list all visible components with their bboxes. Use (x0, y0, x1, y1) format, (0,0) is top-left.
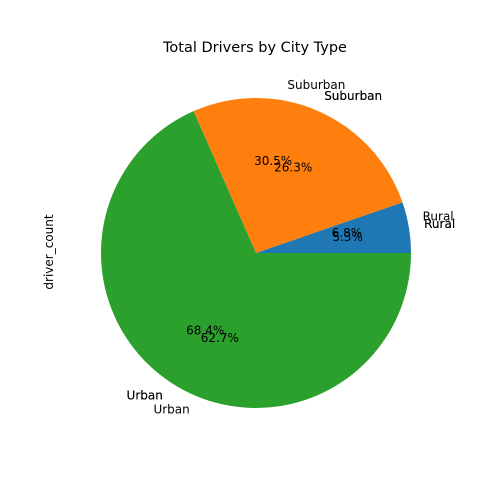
pie-slice-suburban (193, 98, 403, 253)
percent-label-suburban: 26.3% (274, 160, 312, 174)
percent-label-rural: 6.8% (332, 226, 363, 240)
category-label-rural: Rural (423, 209, 454, 223)
pie-slices (101, 98, 412, 409)
category-label-suburban: Suburban (324, 89, 382, 103)
category-label-rural: Rural (424, 217, 455, 231)
percent-label-suburban: 30.5% (254, 154, 292, 168)
category-label-urban: Urban (127, 388, 163, 402)
category-label-suburban: Suburban (287, 78, 345, 92)
pie-labels: Rural 6.8% Suburban 30.5% Urban 62.7% Rural 5.3… (127, 78, 456, 417)
category-label-suburban: Suburban (324, 89, 382, 103)
pie-slice-urban (101, 111, 412, 409)
y-axis-label: driver_count (42, 214, 56, 289)
percent-label-urban: 62.7% (201, 331, 239, 345)
percent-label-urban: 68.4% (186, 323, 224, 337)
category-label-urban: Urban (127, 388, 163, 402)
percent-label-rural: 5.3% (332, 230, 363, 244)
category-label-rural: Rural (424, 217, 455, 231)
chart-title: Total Drivers by City Type (162, 40, 347, 56)
category-label-urban: Urban (153, 403, 189, 417)
pie-slice-rural (256, 202, 411, 253)
